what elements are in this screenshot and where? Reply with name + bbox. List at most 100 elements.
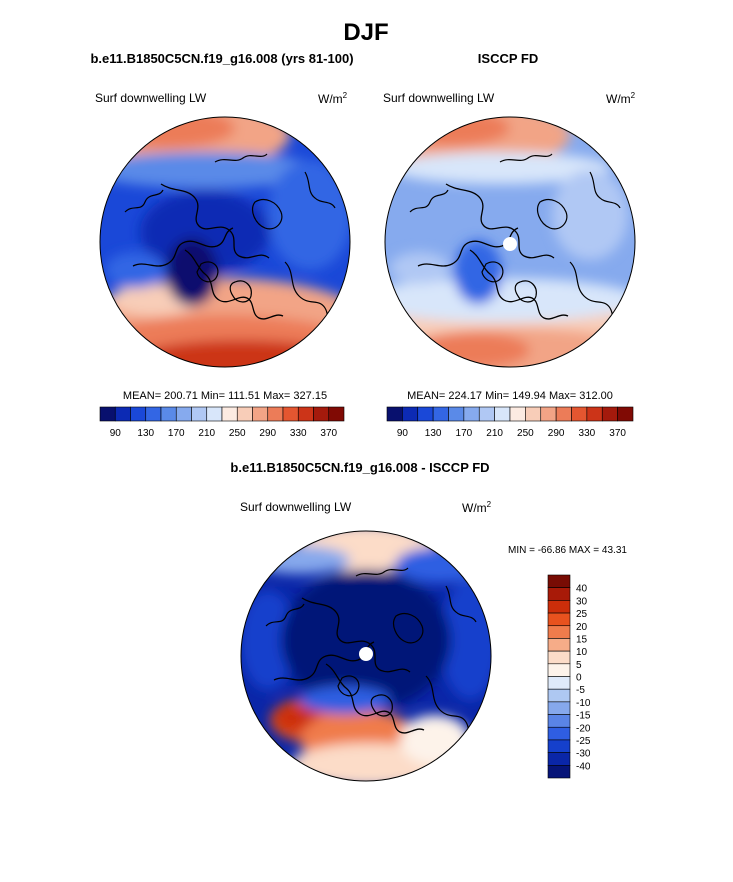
panel-obs-stats: MEAN= 224.17 Min= 149.94 Max= 312.00: [407, 390, 613, 402]
colorbar-tick-label: 330: [290, 428, 307, 439]
colorbar-swatch: [175, 406, 192, 422]
colorbar-diff: [547, 574, 571, 779]
colorbar-swatch: [547, 574, 571, 588]
colorbar-swatch: [547, 688, 571, 703]
panel-obs-variable: Surf downwelling LW: [383, 91, 495, 105]
colorbar-tick-label: 290: [259, 428, 276, 439]
colorbar-tick-label: -15: [576, 711, 591, 722]
colorbar-swatch: [328, 406, 345, 422]
colorbar-swatch: [509, 406, 526, 422]
colorbar-tick-label: 15: [576, 634, 588, 645]
pole-hole: [359, 647, 373, 661]
colorbar-swatch: [547, 701, 571, 715]
colorbar-tick-label: 330: [579, 428, 596, 439]
colorbar-tick-label: 90: [110, 428, 122, 439]
colorbar-tick-label: 30: [576, 596, 588, 607]
panel-obs: ISCCP FD Surf downwelling LW W/m2: [383, 51, 636, 439]
colorbar-swatch: [221, 406, 238, 422]
colorbar-swatch: [448, 406, 465, 422]
colorbar-swatch: [547, 612, 571, 627]
colorbar-swatch: [297, 406, 314, 422]
colorbar-swatch: [547, 587, 571, 601]
colorbar-swatch: [555, 406, 572, 422]
colorbar-swatch: [267, 406, 284, 422]
colorbar-swatch: [478, 406, 495, 422]
colorbar-swatch: [386, 406, 403, 422]
colorbar-tick-label: 370: [609, 428, 626, 439]
figure-title: DJF: [343, 19, 388, 46]
colorbar-swatch: [99, 406, 116, 422]
colorbar-model: [99, 406, 345, 422]
colorbar-swatch: [547, 650, 571, 665]
colorbar-swatch: [547, 714, 571, 728]
colorbar-swatch: [547, 726, 571, 741]
colorbar-obs-ticks: 90 130 170 210 250 290 330 370: [397, 428, 627, 439]
colorbar-swatch: [130, 406, 147, 422]
colorbar-swatch: [417, 406, 434, 422]
colorbar-swatch: [402, 406, 419, 422]
panel-diff-title: b.e11.B1850C5CN.f19_g16.008 - ISCCP FD: [230, 460, 489, 475]
colorbar-tick-label: 25: [576, 609, 588, 620]
colorbar-swatch: [547, 752, 571, 766]
colorbar-tick-label: -5: [576, 685, 585, 696]
colorbar-tick-label: -20: [576, 723, 591, 734]
panel-diff-units: W/m2: [462, 500, 492, 515]
colorbar-tick-label: 0: [576, 673, 582, 684]
colorbar-swatch: [617, 406, 634, 422]
colorbar-tick-label: 250: [229, 428, 246, 439]
panel-obs-title: ISCCP FD: [478, 51, 538, 66]
colorbar-tick-label: 130: [425, 428, 442, 439]
colorbar-tick-label: 130: [137, 428, 154, 439]
panel-diff-stats: MIN = -66.86 MAX = 43.31: [508, 545, 627, 556]
colorbar-swatch: [525, 406, 542, 422]
panel-diff: b.e11.B1850C5CN.f19_g16.008 - ISCCP FD S…: [230, 460, 627, 782]
colorbar-swatch: [463, 406, 480, 422]
colorbar-swatch: [313, 406, 330, 422]
colorbar-tick-label: 170: [456, 428, 473, 439]
colorbar-tick-label: 170: [168, 428, 185, 439]
colorbar-swatch: [601, 406, 618, 422]
colorbar-tick-label: 210: [486, 428, 503, 439]
colorbar-tick-label: 290: [548, 428, 565, 439]
panel-diff-variable: Surf downwelling LW: [240, 500, 352, 514]
colorbar-tick-label: -10: [576, 698, 591, 709]
colorbar-tick-label: 210: [198, 428, 215, 439]
colorbar-swatch: [586, 406, 603, 422]
colorbar-swatch: [191, 406, 208, 422]
colorbar-swatch: [145, 406, 162, 422]
colorbar-swatch: [547, 739, 571, 753]
colorbar-swatch: [547, 638, 571, 652]
pole-hole: [503, 237, 517, 251]
colorbar-tick-label: 370: [320, 428, 337, 439]
colorbar-tick-label: 90: [397, 428, 409, 439]
panel-obs-units: W/m2: [606, 91, 636, 106]
colorbar-tick-label: 20: [576, 622, 588, 633]
colorbar-swatch: [494, 406, 511, 422]
colorbar-swatch: [547, 600, 571, 614]
colorbar-tick-label: -40: [576, 761, 591, 772]
colorbar-tick-label: 10: [576, 647, 588, 658]
colorbar-swatch: [547, 765, 571, 779]
colorbar-swatch: [432, 406, 449, 422]
colorbar-swatch: [252, 406, 269, 422]
panel-model-units: W/m2: [318, 91, 348, 106]
colorbar-swatch: [547, 663, 571, 677]
colorbar-swatch: [160, 406, 177, 422]
panel-model: b.e11.B1850C5CN.f19_g16.008 (yrs 81-100)…: [90, 51, 353, 439]
colorbar-swatch: [571, 406, 588, 422]
panel-model-title: b.e11.B1850C5CN.f19_g16.008 (yrs 81-100): [90, 51, 353, 66]
colorbar-swatch: [540, 406, 557, 422]
colorbar-tick-label: 250: [517, 428, 534, 439]
colorbar-tick-label: -25: [576, 736, 591, 747]
panel-model-variable: Surf downwelling LW: [95, 91, 207, 105]
map-boundary: [99, 116, 351, 368]
colorbar-obs: [386, 406, 634, 422]
colorbar-swatch: [236, 406, 253, 422]
colorbar-swatch: [114, 406, 131, 422]
colorbar-tick-label: -30: [576, 749, 591, 760]
colorbar-swatch: [547, 625, 571, 639]
map-boundary: [240, 530, 492, 782]
colorbar-tick-label: 5: [576, 660, 582, 671]
